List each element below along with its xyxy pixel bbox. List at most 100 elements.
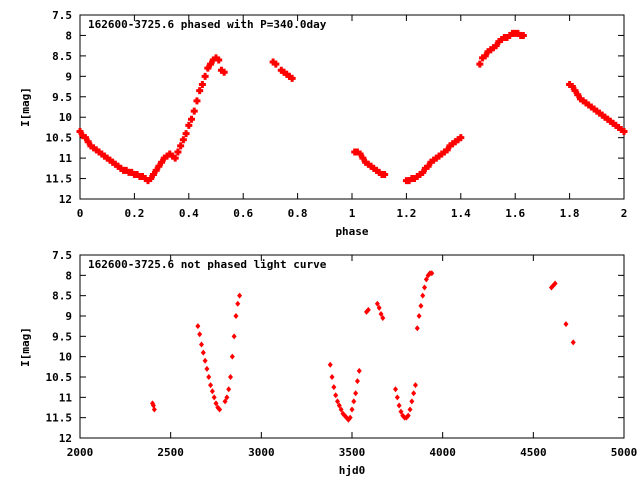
data-point bbox=[620, 128, 628, 136]
bottom-x-ticks: 2000 2500 3000 3500 4000 4500 5000 bbox=[67, 255, 637, 459]
bottom-chart-title: 162600-3725.6 not phased light curve bbox=[88, 258, 327, 271]
data-point bbox=[147, 175, 155, 183]
data-point bbox=[481, 52, 489, 60]
data-point bbox=[411, 390, 417, 397]
y-tick-label: 10.5 bbox=[46, 132, 73, 145]
data-point bbox=[209, 388, 215, 395]
x-tick-label: 2000 bbox=[67, 446, 94, 459]
data-point bbox=[188, 115, 196, 123]
data-point bbox=[206, 374, 212, 380]
y-tick-label: 12 bbox=[59, 193, 72, 206]
data-point bbox=[231, 333, 237, 340]
data-point bbox=[405, 412, 411, 419]
data-point bbox=[396, 402, 402, 409]
x-tick-label: 3500 bbox=[339, 446, 366, 459]
data-point bbox=[193, 97, 201, 105]
data-point bbox=[329, 374, 335, 380]
data-point bbox=[215, 56, 223, 64]
data-point bbox=[353, 390, 359, 397]
x-tick-label: 4500 bbox=[520, 446, 547, 459]
data-point bbox=[84, 138, 92, 146]
data-point bbox=[407, 406, 413, 413]
y-tick-label: 10 bbox=[59, 351, 72, 364]
bottom-y-ticks: 7.5 8 8.5 9 9.5 10 10.5 11 11.5 12 bbox=[46, 249, 624, 445]
data-point bbox=[197, 331, 203, 338]
data-point bbox=[179, 136, 187, 144]
y-tick-label: 10 bbox=[59, 111, 72, 124]
bottom-x-axis-label: hjd0 bbox=[339, 464, 366, 477]
data-point bbox=[476, 60, 484, 68]
data-point bbox=[414, 325, 420, 332]
x-tick-label: 1.2 bbox=[396, 207, 416, 220]
y-tick-label: 9 bbox=[65, 310, 72, 323]
data-point bbox=[152, 166, 160, 174]
x-tick-label: 1 bbox=[349, 207, 356, 220]
data-point bbox=[378, 310, 384, 317]
data-point bbox=[334, 398, 340, 405]
y-tick-label: 8 bbox=[65, 269, 72, 282]
x-tick-label: 0 bbox=[77, 207, 84, 220]
data-point bbox=[288, 74, 296, 82]
data-point bbox=[237, 292, 243, 299]
data-point bbox=[443, 146, 451, 154]
y-tick-label: 7.5 bbox=[52, 249, 72, 262]
data-point bbox=[229, 353, 235, 360]
y-tick-label: 8.5 bbox=[52, 50, 72, 63]
x-tick-label: 0.2 bbox=[124, 207, 144, 220]
data-point bbox=[327, 361, 333, 368]
top-y-ticks: 7.5 8 8.5 9 9.5 10 10.5 11 11.5 12 bbox=[46, 9, 624, 206]
data-point bbox=[457, 134, 465, 142]
top-x-ticks: 0 0.2 0.4 0.6 0.8 1 1.2 1.4 1.6 1.8 2 bbox=[77, 15, 628, 220]
data-point bbox=[207, 60, 215, 68]
data-point bbox=[419, 168, 427, 176]
data-point bbox=[196, 87, 204, 95]
data-point bbox=[217, 406, 223, 413]
data-point bbox=[409, 398, 415, 405]
y-tick-label: 9 bbox=[65, 70, 72, 83]
x-tick-label: 3000 bbox=[248, 446, 275, 459]
data-point bbox=[347, 414, 353, 421]
data-point bbox=[204, 365, 210, 372]
data-point bbox=[333, 392, 339, 399]
x-tick-label: 1.6 bbox=[505, 207, 525, 220]
data-point bbox=[380, 315, 386, 322]
data-point bbox=[422, 284, 428, 291]
data-point bbox=[568, 83, 576, 91]
data-point bbox=[200, 349, 206, 356]
data-point bbox=[574, 91, 582, 99]
data-point bbox=[356, 367, 362, 374]
data-point bbox=[365, 306, 371, 313]
x-tick-label: 2 bbox=[621, 207, 628, 220]
bottom-y-axis-label: I[mag] bbox=[19, 327, 32, 367]
data-point bbox=[226, 386, 232, 393]
data-point bbox=[552, 280, 558, 287]
data-point bbox=[155, 162, 163, 170]
data-point bbox=[235, 300, 241, 307]
data-point bbox=[81, 134, 89, 142]
bottom-points bbox=[150, 270, 576, 423]
data-point bbox=[338, 406, 344, 413]
data-point bbox=[416, 313, 422, 319]
y-tick-label: 7.5 bbox=[52, 9, 72, 22]
top-points bbox=[76, 29, 628, 185]
x-tick-label: 1.8 bbox=[560, 207, 580, 220]
data-point bbox=[182, 130, 190, 138]
data-point bbox=[424, 162, 432, 170]
y-tick-label: 11.5 bbox=[46, 173, 73, 186]
data-point bbox=[571, 87, 579, 95]
data-point bbox=[349, 406, 355, 413]
data-point bbox=[423, 276, 429, 283]
data-point bbox=[233, 313, 239, 319]
x-tick-label: 0.4 bbox=[179, 207, 199, 220]
y-tick-label: 11 bbox=[59, 152, 73, 165]
x-tick-label: 2500 bbox=[157, 446, 184, 459]
data-point bbox=[359, 154, 367, 162]
data-point bbox=[202, 357, 208, 364]
data-point bbox=[356, 150, 364, 158]
data-point bbox=[336, 402, 342, 409]
data-point bbox=[195, 323, 201, 330]
data-point bbox=[204, 64, 212, 72]
x-tick-label: 4000 bbox=[429, 446, 456, 459]
data-point bbox=[198, 341, 204, 348]
